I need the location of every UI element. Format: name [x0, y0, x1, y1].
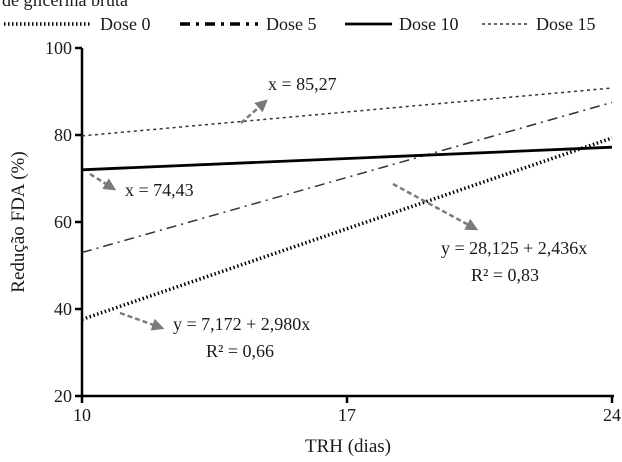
axes	[80, 48, 614, 398]
annotation-arrow-dose0	[119, 311, 165, 331]
header-partial-text: de glicerina bruta	[2, 0, 128, 10]
axis-ticks: 20 40 60 80 100 10 17 24	[45, 38, 621, 425]
x-tick-label: 10	[73, 405, 91, 425]
y-tick-label: 100	[45, 38, 72, 58]
legend-label-dose-5: Dose 5	[266, 14, 317, 34]
x-tick-label: 17	[338, 405, 356, 425]
series-line-dose-0	[81, 136, 613, 322]
legend-label-dose-10: Dose 10	[399, 14, 459, 34]
annotation-text-dose10: x = 74,43	[125, 180, 194, 200]
legend-label-dose-0: Dose 0	[100, 14, 151, 34]
series-line-dose-5	[81, 101, 613, 254]
y-axis-title: Redução FDA (%)	[8, 151, 29, 292]
annotation-text-dose15: x = 85,27	[268, 74, 337, 94]
y-tick-label: 40	[54, 299, 72, 319]
y-tick-label: 60	[54, 212, 72, 232]
annotation-layer: x = 85,27 x = 74,43 y = 28,125 + 2,436x R² …	[89, 74, 587, 361]
y-tick-label: 20	[54, 386, 72, 406]
x-axis-title: TRH (dias)	[305, 436, 391, 457]
annotation-text-dose0: R² = 0,66	[206, 341, 274, 361]
x-tick-label: 24	[603, 405, 621, 425]
annotation-arrow-dose10	[89, 172, 117, 191]
series-layer	[81, 87, 613, 322]
legend: Dose 0 Dose 5 Dose 10 Dose 15	[4, 14, 596, 34]
annotation-arrow-dose15	[240, 99, 268, 124]
y-tick-label: 80	[54, 125, 72, 145]
legend-label-dose-15: Dose 15	[536, 14, 596, 34]
series-line-dose-10	[81, 145, 613, 172]
annotation-text-dose0: y = 7,172 + 2,980x	[173, 314, 310, 334]
annotation-arrow-dose5	[392, 182, 479, 231]
annotation-text-dose5: R² = 0,83	[471, 265, 539, 285]
annotation-text-dose5: y = 28,125 + 2,436x	[441, 238, 587, 258]
series-line-dose-15	[81, 87, 613, 137]
